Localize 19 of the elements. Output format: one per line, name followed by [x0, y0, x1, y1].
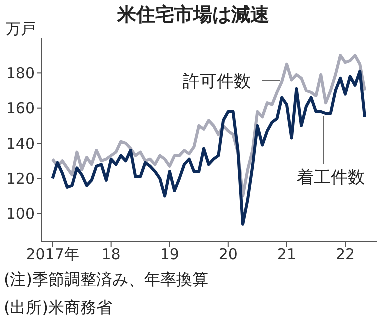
chart-title: 米住宅市場は減速	[118, 4, 270, 26]
x-tick-label: 2017年	[26, 246, 80, 264]
line-series	[51, 70, 366, 226]
x-tick-label: 19	[160, 246, 180, 264]
text: (注)季節調整済み、年率換算	[4, 270, 208, 291]
x-tick-label: 22	[336, 246, 356, 264]
y-axis-title: 万戸	[6, 20, 36, 39]
y-tick-label: 140	[6, 134, 35, 153]
x-tick-label: 18	[102, 246, 121, 264]
y-tick-label: 180	[6, 64, 35, 82]
y-tick-label: 120	[6, 170, 35, 188]
series-label: 許可件数	[183, 71, 251, 93]
y-tick-label: 160	[6, 100, 35, 118]
text: (出所)米商務省	[4, 298, 112, 319]
x-tick-label: 21	[277, 246, 296, 264]
series-label: 着工件数	[297, 167, 365, 189]
y-tick-label: 100	[6, 205, 35, 224]
line-series	[51, 54, 366, 198]
x-tick-label: 20	[218, 246, 238, 264]
